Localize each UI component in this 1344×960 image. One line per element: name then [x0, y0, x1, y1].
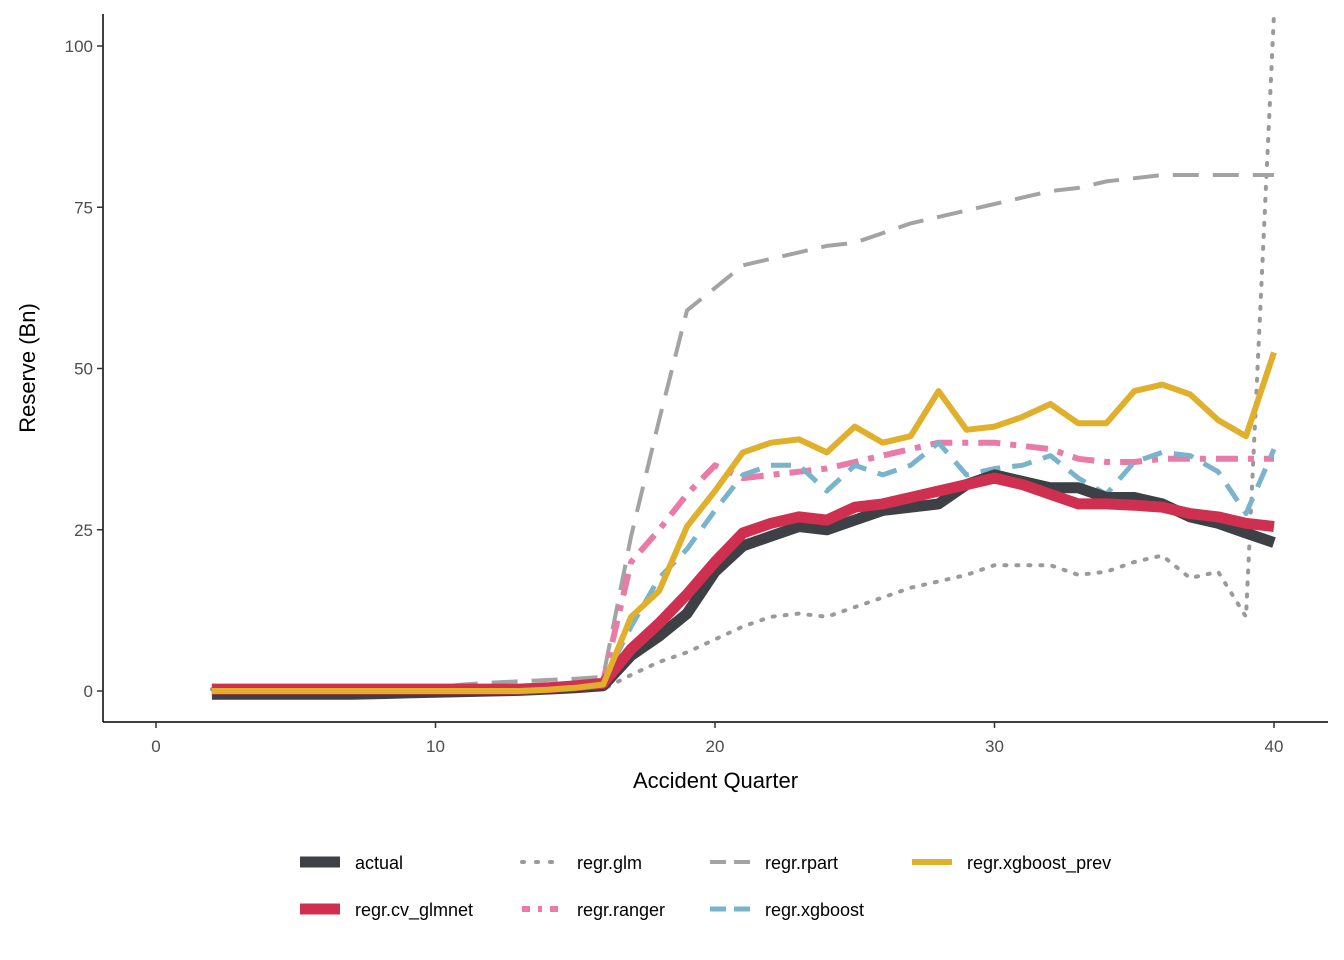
x-tick-label: 10: [426, 737, 445, 756]
series-line-regr-xgboost-prev: [211, 351, 1277, 694]
x-tick-label: 30: [985, 737, 1004, 756]
legend-label: regr.xgboost_prev: [967, 853, 1111, 874]
legend: actual regr.glm regr.rpart regr.xgboost_pre…: [300, 853, 1111, 921]
axes-layer: 0 25 50 75 100 0 10 20 30 40: [65, 14, 1328, 756]
legend-label: regr.cv_glmnet: [355, 900, 473, 921]
series-line-regr-ranger: [211, 439, 1274, 693]
y-tick-label: 25: [74, 521, 93, 540]
series-line-regr-rpart: [211, 173, 1274, 692]
x-tick-label: 20: [706, 737, 725, 756]
series-line-regr-cv-glmnet: [211, 472, 1275, 695]
legend-label: actual: [355, 853, 403, 873]
legend-item-regr-xgboost-prev: regr.xgboost_prev: [912, 853, 1111, 874]
y-tick-label: 75: [74, 198, 93, 217]
y-tick-label: 100: [65, 37, 93, 56]
legend-item-regr-cv-glmnet: regr.cv_glmnet: [300, 900, 473, 921]
y-tick-label: 0: [84, 682, 93, 701]
legend-item-regr-ranger: regr.ranger: [522, 900, 665, 920]
y-tick-label: 50: [74, 360, 93, 379]
y-axis-title: Reserve (Bn): [15, 303, 40, 433]
legend-label: regr.rpart: [765, 853, 838, 873]
legend-item-regr-xgboost: regr.xgboost: [710, 900, 864, 920]
series-layer: [209, 14, 1277, 700]
x-tick-label: 0: [151, 737, 160, 756]
x-tick-label: 40: [1265, 737, 1284, 756]
x-axis-title: Accident Quarter: [633, 768, 798, 793]
legend-label: regr.glm: [577, 853, 642, 873]
series-line-regr-glm: [209, 14, 1276, 692]
legend-label: regr.xgboost: [765, 900, 864, 920]
legend-item-actual: actual: [300, 853, 403, 873]
legend-label: regr.ranger: [577, 900, 665, 920]
legend-item-regr-rpart: regr.rpart: [710, 853, 838, 873]
legend-item-regr-glm: regr.glm: [520, 853, 642, 873]
